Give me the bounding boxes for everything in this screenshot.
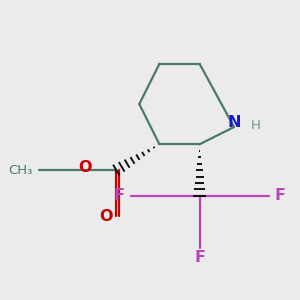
- Text: O: O: [78, 160, 92, 175]
- Text: F: F: [274, 188, 286, 203]
- Text: O: O: [99, 208, 113, 224]
- Text: N: N: [227, 115, 241, 130]
- Text: F: F: [194, 250, 205, 266]
- Text: H: H: [251, 119, 261, 132]
- Text: CH₃: CH₃: [9, 164, 33, 177]
- Text: F: F: [114, 188, 125, 203]
